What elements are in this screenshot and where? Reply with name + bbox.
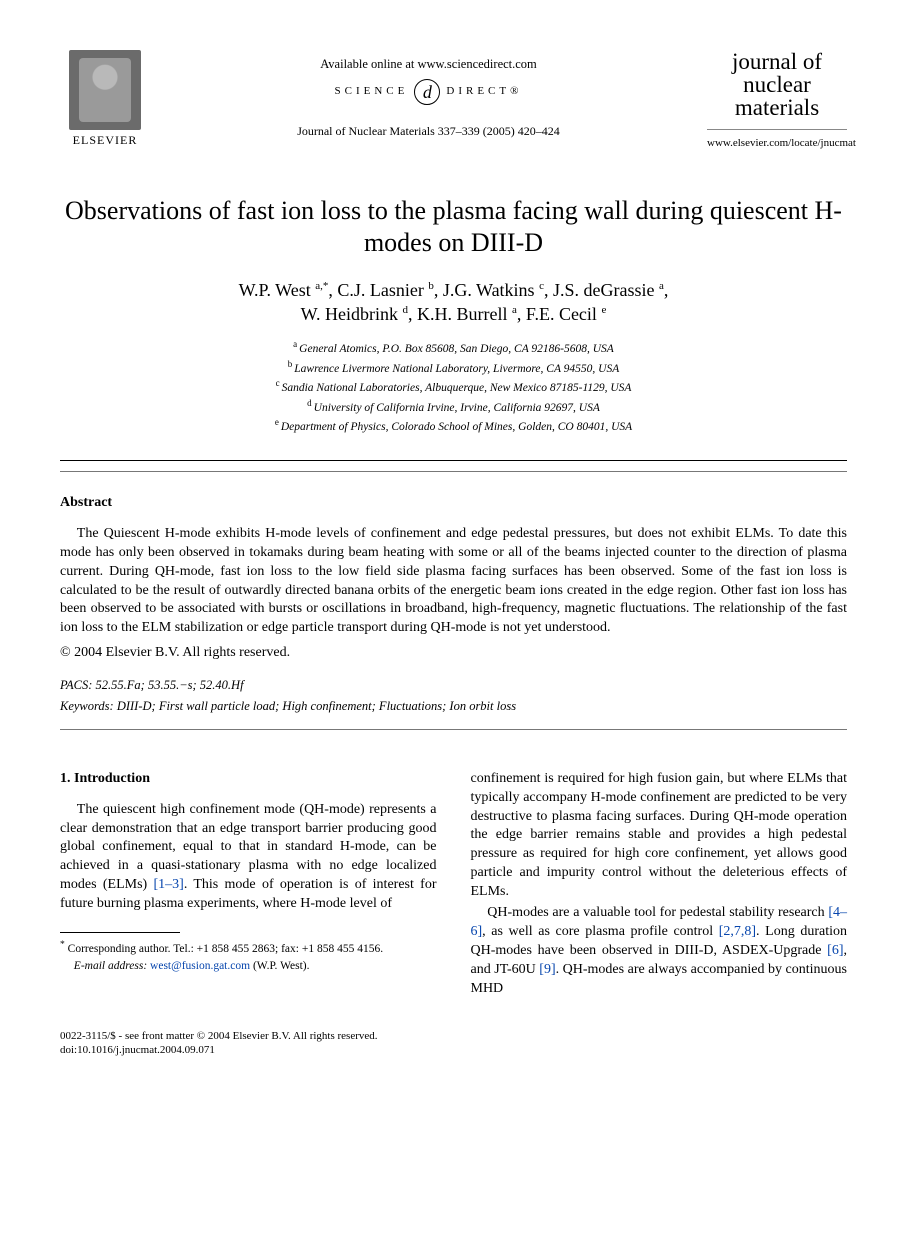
email-tail: (W.P. West). (250, 960, 309, 972)
copyright-line: © 2004 Elsevier B.V. All rights reserved… (60, 644, 847, 663)
available-online-line: Available online at www.sciencedirect.co… (150, 56, 707, 73)
email-label: E-mail address: (74, 960, 147, 972)
column-right: confinement is required for high fusion … (471, 770, 848, 1001)
publisher-label: ELSEVIER (60, 132, 150, 148)
doi-line: doi:10.1016/j.jnucmat.2004.09.071 (60, 1043, 847, 1058)
text-run: , as well as core plasma profile control (482, 924, 719, 939)
front-matter-footer: 0022-3115/$ - see front matter © 2004 El… (60, 1029, 847, 1059)
affiliation-text: Lawrence Livermore National Laboratory, … (294, 363, 619, 375)
pacs-values: 52.55.Fa; 53.55.−s; 52.40.Hf (92, 678, 243, 692)
paragraph: QH-modes are a valuable tool for pedesta… (471, 904, 848, 998)
publisher-block: ELSEVIER (60, 50, 150, 148)
keywords-label: Keywords: (60, 699, 114, 713)
header-row: ELSEVIER Available online at www.science… (60, 50, 847, 151)
author-segment: , J.S. deGrassie (544, 280, 659, 300)
sd-text-left: SCIENCE (335, 84, 409, 99)
affiliation-text: University of California Irvine, Irvine,… (314, 402, 600, 414)
rule (60, 460, 847, 461)
journal-name: journal of nuclear materials (707, 50, 847, 130)
journal-name-line1: journal of (732, 49, 822, 74)
article-title: Observations of fast ion loss to the pla… (60, 195, 847, 260)
sd-text-right: DIRECT® (446, 84, 522, 99)
affiliation-text: Department of Physics, Colorado School o… (281, 421, 632, 433)
abstract-heading: Abstract (60, 494, 847, 513)
section-heading: 1. Introduction (60, 770, 437, 789)
journal-name-line2: nuclear (743, 72, 811, 97)
author-segment: W.P. West (239, 280, 316, 300)
locate-url: www.elsevier.com/locate/jnucmat (707, 136, 847, 151)
corresponding-author-footnote: * Corresponding author. Tel.: +1 858 455… (60, 939, 437, 957)
citation-link[interactable]: [2,7,8] (719, 924, 756, 939)
affiliation-line: bLawrence Livermore National Laboratory,… (60, 358, 847, 378)
footnote-separator (60, 932, 180, 933)
author-segment: , C.J. Lasnier (328, 280, 428, 300)
rule (60, 729, 847, 730)
sd-d-icon: d (414, 79, 440, 105)
paragraph: confinement is required for high fusion … (471, 770, 848, 902)
journal-reference: Journal of Nuclear Materials 337–339 (20… (150, 123, 707, 139)
affil-sup: e (601, 304, 606, 316)
affil-sup: a,* (315, 280, 328, 292)
citation-link[interactable]: [9] (539, 962, 555, 977)
author-segment: , (664, 280, 669, 300)
column-left: 1. Introduction The quiescent high confi… (60, 770, 437, 1001)
body-columns: 1. Introduction The quiescent high confi… (60, 770, 847, 1001)
page: ELSEVIER Available online at www.science… (0, 0, 907, 1098)
pacs-label: PACS: (60, 678, 92, 692)
elsevier-tree-icon (69, 50, 141, 130)
affiliations: aGeneral Atomics, P.O. Box 85608, San Di… (60, 338, 847, 436)
email-link[interactable]: west@fusion.gat.com (150, 960, 250, 972)
affiliation-line: aGeneral Atomics, P.O. Box 85608, San Di… (60, 338, 847, 358)
rule (60, 471, 847, 472)
keywords-values: DIII-D; First wall particle load; High c… (114, 699, 516, 713)
affiliation-line: eDepartment of Physics, Colorado School … (60, 416, 847, 436)
journal-name-line3: materials (735, 95, 819, 120)
front-matter-line: 0022-3115/$ - see front matter © 2004 El… (60, 1029, 847, 1044)
author-segment: W. Heidbrink (301, 304, 403, 324)
citation-link[interactable]: [6] (827, 943, 843, 958)
author-segment: , F.E. Cecil (517, 304, 602, 324)
sciencedirect-logo: SCIENCE d DIRECT® (335, 79, 523, 105)
affiliation-line: cSandia National Laboratories, Albuquerq… (60, 377, 847, 397)
abstract-text: The Quiescent H-mode exhibits H-mode lev… (60, 525, 847, 638)
email-footnote: E-mail address: west@fusion.gat.com (W.P… (60, 959, 437, 975)
authors: W.P. West a,*, C.J. Lasnier b, J.G. Watk… (60, 278, 847, 327)
author-segment: , K.H. Burrell (408, 304, 512, 324)
paragraph: The quiescent high confinement mode (QH-… (60, 801, 437, 914)
affiliation-text: General Atomics, P.O. Box 85608, San Die… (299, 343, 614, 355)
pacs-line: PACS: 52.55.Fa; 53.55.−s; 52.40.Hf (60, 677, 847, 694)
header-center: Available online at www.sciencedirect.co… (150, 50, 707, 139)
affiliation-text: Sandia National Laboratories, Albuquerqu… (282, 382, 632, 394)
keywords-line: Keywords: DIII-D; First wall particle lo… (60, 698, 847, 715)
footnote-text: Corresponding author. Tel.: +1 858 455 2… (65, 943, 383, 955)
author-segment: , J.G. Watkins (434, 280, 539, 300)
citation-link[interactable]: [1–3] (153, 877, 183, 892)
journal-title-block: journal of nuclear materials www.elsevie… (707, 50, 847, 151)
text-run: QH-modes are a valuable tool for pedesta… (487, 905, 828, 920)
affiliation-line: dUniversity of California Irvine, Irvine… (60, 397, 847, 417)
